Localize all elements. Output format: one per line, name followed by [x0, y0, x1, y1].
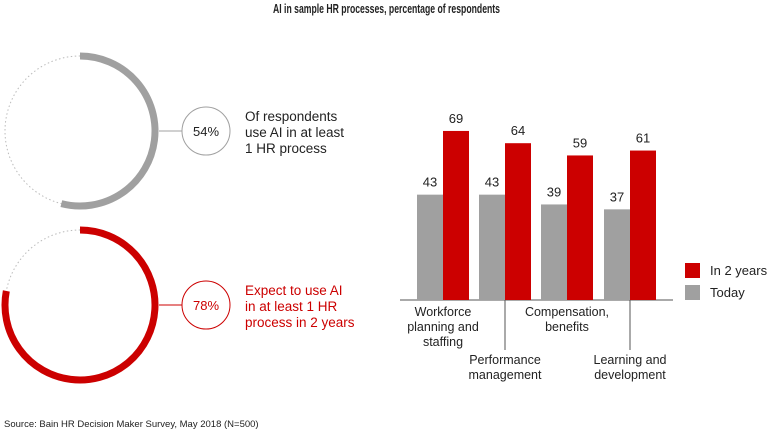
stat-badge: [181, 106, 231, 156]
bar-in-2-years: [630, 150, 656, 300]
legend-label: Today: [710, 285, 745, 300]
bar-in-2-years: [567, 155, 593, 300]
stat-description-line: process in 2 years: [245, 315, 355, 330]
legend-swatch: [685, 263, 700, 278]
category-label: planning and: [407, 320, 479, 334]
category-label: Performance: [469, 353, 541, 367]
category-label: staffing: [423, 335, 463, 349]
stat-description-line: Expect to use AI: [245, 283, 343, 298]
bar-today: [541, 204, 567, 300]
legend-label: In 2 years: [710, 263, 768, 278]
source-note: Source: Bain HR Decision Maker Survey, M…: [4, 419, 259, 430]
category-label: Compensation,: [525, 305, 609, 319]
data-label: 43: [423, 175, 437, 190]
data-label: 69: [449, 111, 463, 126]
data-label: 64: [511, 123, 525, 138]
bar-today: [417, 194, 443, 300]
ring-arc: [60, 52, 159, 210]
data-label: 43: [485, 175, 499, 190]
category-label: management: [469, 368, 542, 382]
stat-description-line: in at least 1 HR: [245, 299, 338, 314]
category-label: Learning and: [594, 353, 667, 367]
data-label: 59: [573, 135, 587, 150]
data-label: 37: [610, 189, 624, 204]
chart-title: AI in sample HR processes, percentage of…: [273, 1, 500, 16]
ring-arc: [1, 226, 159, 384]
bar-today: [479, 194, 505, 300]
stat-value: 54%: [193, 124, 219, 139]
category-label: Workforce: [415, 305, 472, 319]
legend-swatch: [685, 285, 700, 300]
stat-badge: [181, 280, 231, 330]
data-label: 61: [636, 131, 650, 146]
bar-today: [604, 209, 630, 300]
category-label: development: [594, 368, 666, 382]
stat-description-line: Of respondents: [245, 109, 338, 124]
stat-value: 78%: [193, 298, 219, 313]
stat-description-line: 1 HR process: [245, 141, 327, 156]
stat-description-line: use AI in at least: [245, 125, 344, 140]
bar-in-2-years: [505, 143, 531, 300]
data-label: 39: [547, 184, 561, 199]
bar-in-2-years: [443, 130, 469, 300]
category-label: benefits: [545, 320, 589, 334]
